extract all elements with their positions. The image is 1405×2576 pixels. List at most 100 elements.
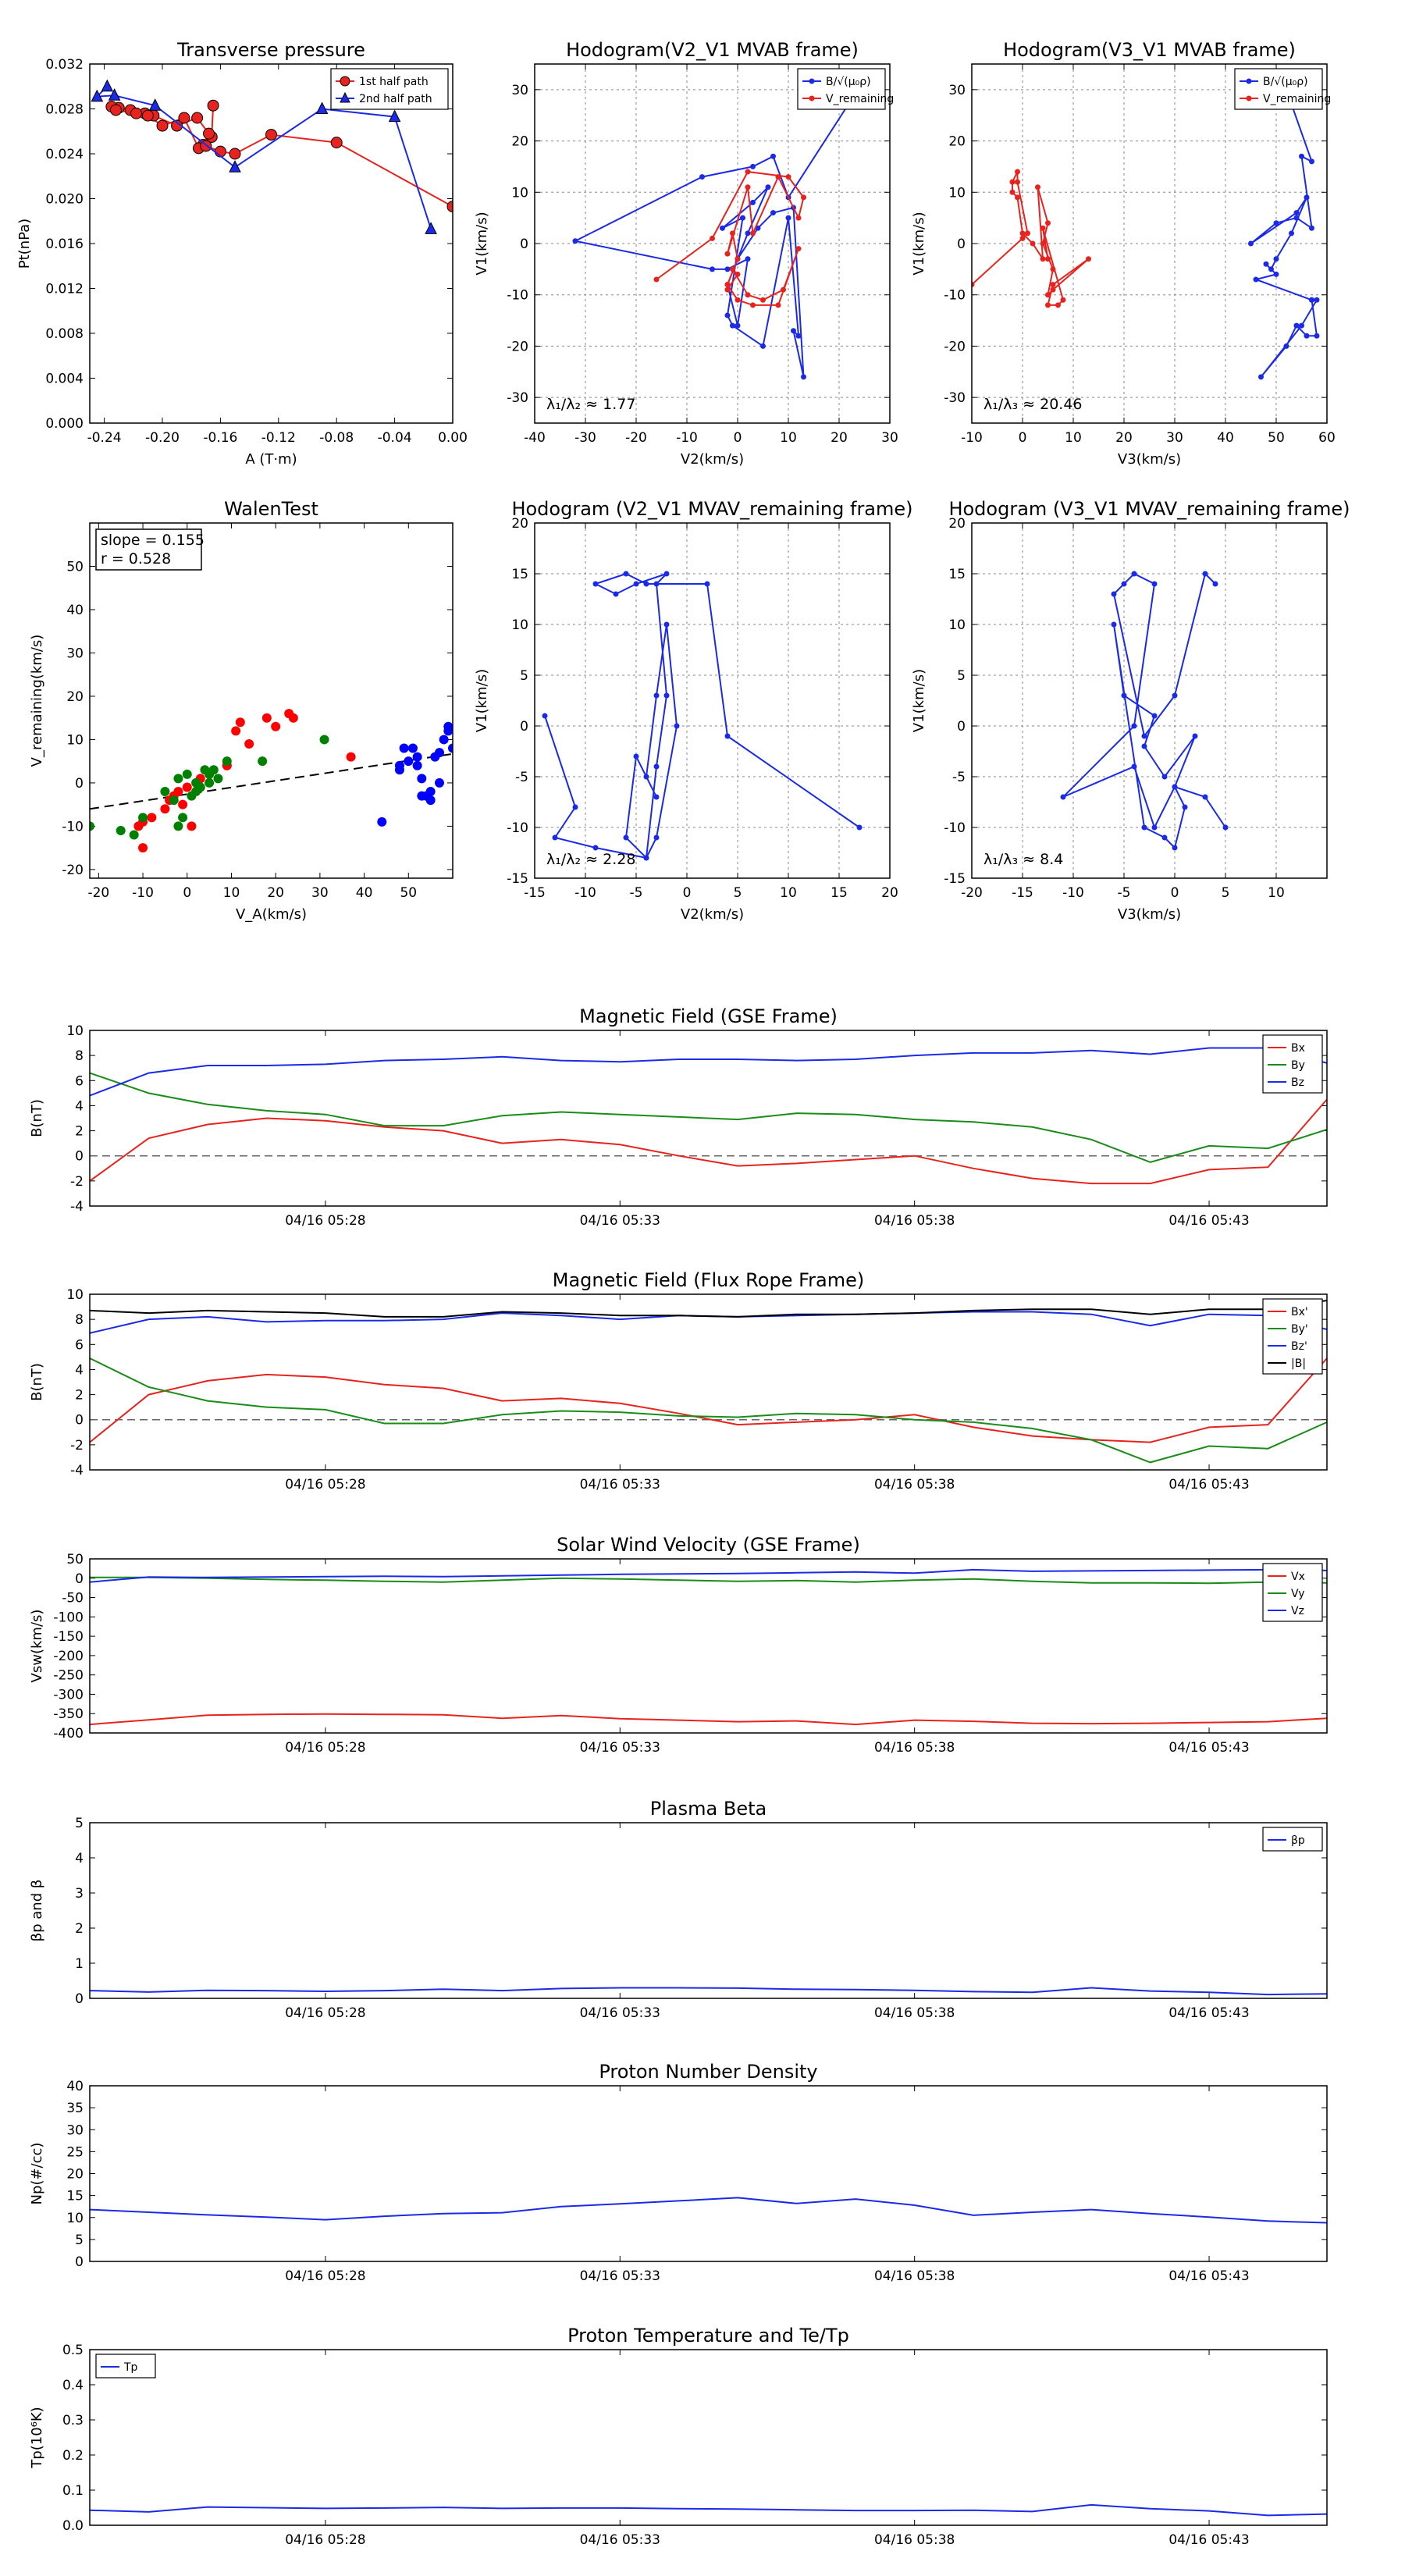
y-tick-label: 2 (75, 1388, 84, 1404)
scatter-point (147, 813, 157, 823)
legend-marker (340, 91, 350, 103)
plot-area (90, 1568, 1327, 1726)
data-point (1045, 256, 1051, 262)
data-point (750, 230, 756, 237)
data-point (781, 286, 786, 293)
y-tick-label: 4 (75, 1851, 84, 1866)
plot-frame (89, 1030, 1328, 1207)
chart-title: Plasma Beta (650, 1798, 767, 1820)
scatter-point (346, 752, 356, 762)
data-point (1258, 374, 1264, 380)
x-tick-label: 20 (1115, 430, 1133, 446)
chart-title: Solar Wind Velocity (GSE Frame) (557, 1534, 860, 1556)
x-tick-label: -15 (524, 885, 546, 901)
y-tick-label: -250 (53, 1668, 84, 1684)
x-tick-label: 20 (881, 885, 898, 901)
data-point (1141, 733, 1147, 739)
data-point (633, 581, 639, 587)
y-tick-label: 10 (66, 1023, 84, 1039)
x-tick-label: -40 (524, 430, 546, 446)
series-b--line (572, 79, 866, 378)
data-point (724, 266, 731, 272)
data-point (572, 804, 578, 810)
y-axis-label: B(nT) (29, 1099, 45, 1137)
y-tick-label: 0.1 (62, 2483, 84, 2499)
data-point (1111, 591, 1117, 597)
y-axis-label: V1(km/s) (474, 669, 490, 732)
data-point (592, 845, 599, 851)
x-tick-label: 04/16 05:38 (874, 2005, 955, 2021)
y-tick-label: -5 (952, 770, 966, 785)
scatter-point (288, 713, 298, 723)
x-tick-label: -0.08 (319, 430, 354, 446)
plot-frame (534, 63, 891, 424)
y-tick-label: -2 (70, 1438, 84, 1453)
data-point (750, 163, 756, 169)
y-tick-label: -5 (515, 770, 528, 785)
y-tick-label: 0.016 (45, 237, 84, 252)
y-tick-label: 0 (957, 719, 966, 735)
data-point (1304, 194, 1310, 201)
legend-label: βp (1291, 1834, 1305, 1847)
legend-label: By (1291, 1059, 1305, 1072)
x-tick-label: -10 (574, 885, 596, 901)
data-point (108, 88, 121, 101)
scatter-point (425, 787, 436, 797)
scatter-point (443, 726, 453, 736)
x-tick-label: 04/16 05:38 (874, 1740, 955, 1756)
data-point (745, 230, 751, 237)
data-point (203, 127, 215, 140)
data-point (425, 222, 437, 234)
y-tick-label: 8 (75, 1048, 84, 1064)
legend-label: V_remaining (826, 93, 894, 105)
y-axis-label: V1(km/s) (911, 212, 927, 275)
x-tick-label: 10 (780, 430, 797, 446)
data-point (770, 210, 776, 216)
x-tick-label: -0.16 (203, 430, 237, 446)
scatter-point (138, 843, 148, 853)
x-tick-label: 04/16 05:33 (580, 2268, 660, 2284)
x-tick-label: 04/16 05:28 (285, 1213, 365, 1229)
plot-area (542, 571, 863, 861)
data-point (1172, 845, 1178, 851)
data-point (795, 246, 802, 252)
legend-box (797, 68, 886, 110)
data-point (1263, 261, 1269, 267)
data-point (653, 763, 660, 770)
data-point (785, 174, 791, 180)
data-point (1212, 581, 1218, 587)
legend-label: B/√(μ₀ρ) (826, 76, 871, 88)
x-tick-label: 5 (1222, 885, 1230, 901)
data-point (653, 834, 660, 841)
y-tick-label: 0.0 (62, 2518, 84, 2534)
legend-label: Vz (1291, 1605, 1304, 1617)
data-point (1309, 158, 1314, 165)
series-b--line (1250, 89, 1318, 378)
data-point (1040, 240, 1046, 247)
legend: B/√(μ₀ρ) V_remaining (1234, 68, 1331, 110)
plot-frame (971, 63, 1328, 424)
x-tick-label: -0.20 (145, 430, 180, 446)
data-point (1273, 271, 1279, 277)
data-point (724, 733, 731, 739)
data-point (156, 119, 169, 132)
scatter-point (412, 760, 422, 770)
series--p-line (90, 1987, 1327, 1996)
scatter-point (90, 821, 94, 831)
series-bx--line (90, 1357, 1327, 1443)
x-tick-label: 50 (1268, 430, 1285, 446)
x-tick-label: 0 (1171, 885, 1179, 901)
ratio-annotation: λ₁/λ₂ ≈ 1.77 (546, 396, 635, 413)
data-point (735, 256, 741, 262)
series-1-line (1062, 572, 1226, 849)
series--b--line (90, 1300, 1327, 1318)
scatter-point (129, 830, 139, 840)
y-tick-label: 40 (66, 2079, 84, 2094)
data-point (1248, 240, 1254, 247)
x-tick-label: 0 (683, 885, 692, 901)
x-tick-label: 04/16 05:38 (874, 2268, 955, 2284)
scatter-point (208, 765, 219, 775)
data-point (1025, 230, 1030, 237)
scatter-point (377, 817, 387, 827)
